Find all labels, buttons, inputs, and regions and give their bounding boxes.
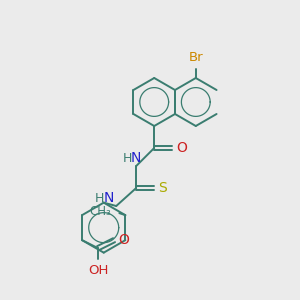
Text: OH: OH <box>88 264 108 277</box>
Text: H: H <box>95 192 104 205</box>
Text: CH₃: CH₃ <box>90 205 111 218</box>
Text: O: O <box>176 141 187 155</box>
Text: N: N <box>131 151 141 165</box>
Text: N: N <box>104 191 114 205</box>
Text: Br: Br <box>188 51 203 64</box>
Text: S: S <box>158 181 167 195</box>
Text: H: H <box>122 152 132 165</box>
Text: O: O <box>118 233 129 247</box>
